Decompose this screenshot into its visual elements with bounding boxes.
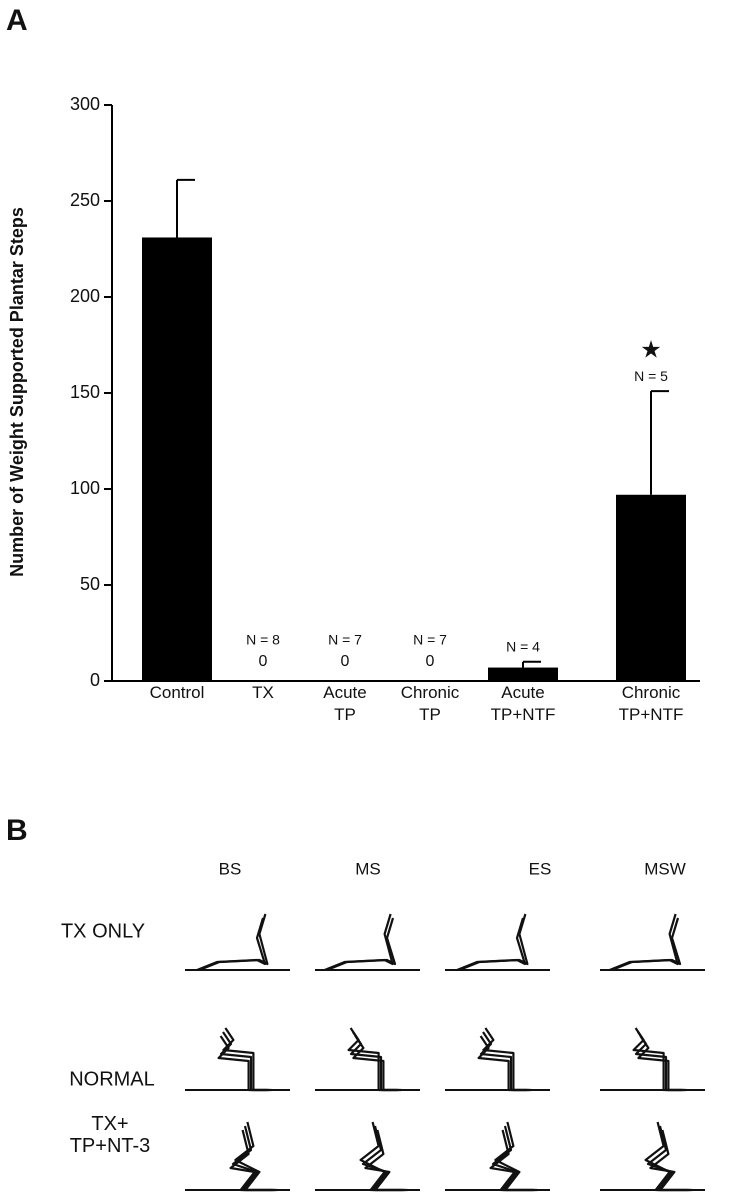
stick-limb <box>196 917 267 972</box>
y-tick-label: 100 <box>70 478 100 498</box>
y-tick-label: 50 <box>80 574 100 594</box>
stick-limb <box>489 1129 533 1192</box>
stick-limb <box>364 1129 408 1192</box>
y-tick-label: 200 <box>70 286 100 306</box>
x-tick-label: TX <box>252 683 274 702</box>
n-label: N = 4 <box>506 639 540 655</box>
bar <box>488 667 558 681</box>
y-tick-label: 300 <box>70 94 100 114</box>
value-label: 0 <box>259 653 268 670</box>
y-tick-label: 0 <box>90 670 100 690</box>
value-label: 0 <box>426 653 435 670</box>
row-label: TX ONLY <box>61 920 145 942</box>
x-tick-label: Acute TP <box>323 683 366 724</box>
y-tick-label: 150 <box>70 382 100 402</box>
x-tick-label: Acute TP+NTF <box>491 683 556 724</box>
bar <box>616 494 686 681</box>
row-label: TX+ TP+NT-3 <box>70 1113 151 1157</box>
stick-limb <box>611 917 682 972</box>
stick-limb <box>637 1035 687 1092</box>
column-label: ES <box>529 859 552 878</box>
column-label: MSW <box>644 859 686 878</box>
x-tick-label: Chronic TP+NTF <box>619 683 684 724</box>
row-label: NORMAL <box>69 1068 155 1090</box>
stick-limb <box>326 917 397 972</box>
column-label: MS <box>355 859 381 878</box>
panel-label: B <box>6 814 28 847</box>
x-tick-label: Control <box>150 683 205 702</box>
column-label: BS <box>219 859 242 878</box>
bar <box>142 237 212 682</box>
n-label: N = 8 <box>246 632 280 648</box>
n-label: N = 7 <box>328 632 362 648</box>
y-tick-label: 250 <box>70 190 100 210</box>
stick-figures <box>185 913 705 1192</box>
stick-limb <box>229 1129 273 1192</box>
n-label: N = 7 <box>413 632 447 648</box>
stick-limb <box>649 1129 693 1192</box>
significance-marker: ★ <box>640 336 662 363</box>
stick-limb <box>477 1035 527 1092</box>
n-label: N = 5 <box>634 368 668 384</box>
y-axis-label: Number of Weight Supported Plantar Steps <box>7 207 27 577</box>
stick-limb <box>217 1035 267 1092</box>
stick-limb <box>456 917 527 972</box>
value-label: 0 <box>341 653 350 670</box>
x-tick-label: Chronic TP <box>401 683 460 724</box>
panel-label: A <box>6 4 28 37</box>
stick-limb <box>352 1035 402 1092</box>
